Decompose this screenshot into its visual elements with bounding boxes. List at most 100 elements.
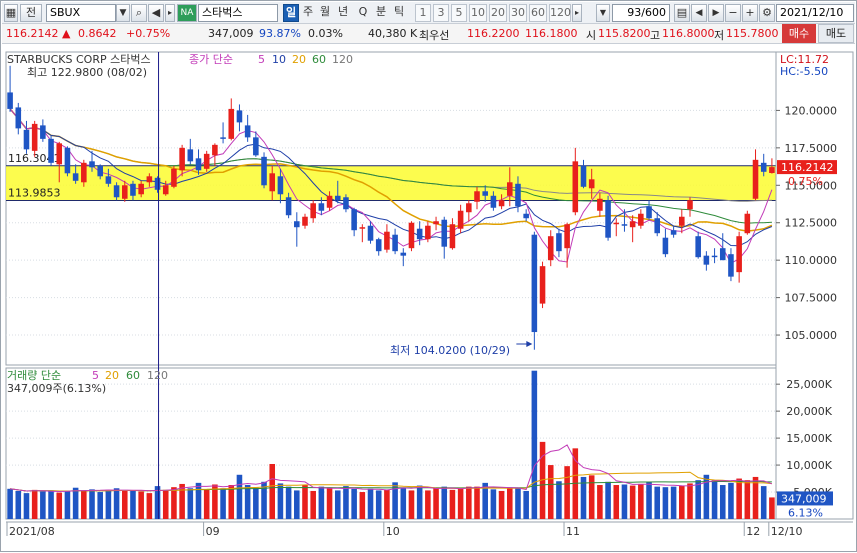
ma-legend-20: 20 bbox=[292, 53, 306, 66]
candle-body bbox=[547, 236, 554, 261]
volume-bar bbox=[113, 488, 120, 519]
chart-canvas[interactable]: 116.3041 113.9853 120.0000 117.5000 115.000… bbox=[2, 46, 855, 550]
candle-body bbox=[228, 108, 235, 139]
volume-bar bbox=[23, 493, 30, 519]
chart-area[interactable]: 116.3041 113.9853 120.0000 117.5000 115.000… bbox=[2, 46, 855, 550]
volume-bar bbox=[515, 488, 521, 519]
ma-legend-5: 5 bbox=[258, 53, 265, 66]
high-label: 고 bbox=[650, 29, 661, 42]
zoom-out-icon[interactable]: − bbox=[725, 4, 741, 22]
candle-body bbox=[769, 167, 775, 174]
candle-body bbox=[154, 177, 161, 190]
volume-bar bbox=[638, 483, 644, 519]
interval-30[interactable]: 30 bbox=[509, 4, 527, 22]
volume-tick-label: 10,000K bbox=[786, 459, 832, 472]
volume-bar bbox=[752, 476, 759, 519]
min-note: 최저 104.0200 (10/29) bbox=[390, 344, 510, 357]
price-tick-label: 120.0000 bbox=[785, 104, 838, 117]
x-axis-label: 10 bbox=[386, 525, 400, 538]
candle-body bbox=[679, 216, 685, 226]
volume-bar bbox=[154, 486, 161, 519]
period-tab-month[interactable]: 월 bbox=[319, 5, 331, 18]
stock-name-field[interactable]: 스타벅스 bbox=[198, 4, 278, 22]
interval-10[interactable]: 10 bbox=[469, 4, 487, 22]
period-tab-day[interactable]: 일 bbox=[283, 4, 299, 22]
candle-body bbox=[736, 236, 742, 273]
date-field[interactable]: 2021/12/10 bbox=[776, 4, 854, 22]
count-field[interactable]: 93/600 bbox=[612, 4, 670, 22]
candle-body bbox=[556, 233, 562, 252]
scroll-left-icon[interactable]: ◀ bbox=[691, 4, 707, 22]
ma-legend-120: 120 bbox=[332, 53, 353, 66]
interval-120[interactable]: 120 bbox=[549, 4, 571, 22]
period-tab-minute[interactable]: 분 bbox=[375, 5, 387, 18]
volume-bar bbox=[703, 474, 710, 519]
volume-bar bbox=[15, 490, 22, 519]
interval-60[interactable]: 60 bbox=[529, 4, 547, 22]
volume-bar bbox=[719, 485, 726, 519]
count-dropdown-icon[interactable]: ▼ bbox=[596, 4, 610, 22]
candle-body bbox=[646, 206, 652, 219]
volume-bar bbox=[416, 485, 423, 519]
candle-body bbox=[728, 254, 734, 277]
candle-body bbox=[687, 200, 693, 210]
speaker-menu-icon[interactable]: ▸ bbox=[165, 4, 175, 22]
ma-legend-10: 10 bbox=[272, 53, 286, 66]
layout-icon[interactable]: ▦ bbox=[4, 4, 18, 22]
volume-bar bbox=[72, 487, 79, 519]
high-value: 116.8000 bbox=[662, 27, 715, 40]
volume-bar bbox=[31, 489, 38, 519]
volume-bar bbox=[474, 486, 480, 519]
volume-bar bbox=[613, 485, 620, 519]
candle-body bbox=[81, 162, 87, 183]
sell-button[interactable]: 매도 bbox=[818, 24, 854, 43]
volume-title: 거래량 단순 bbox=[7, 369, 61, 382]
dropdown-chevron-icon[interactable]: ▼ bbox=[116, 4, 130, 22]
zoom-in-icon[interactable]: + bbox=[742, 4, 758, 22]
candle-body bbox=[326, 195, 333, 208]
candle-body bbox=[441, 219, 448, 247]
candle-body bbox=[400, 252, 407, 256]
candle-body bbox=[277, 176, 284, 195]
settings-gear-icon[interactable]: ⚙ bbox=[759, 4, 775, 22]
volume-bar bbox=[326, 488, 333, 519]
volume-last-percent: 6.13% bbox=[788, 506, 823, 519]
candle-body bbox=[474, 191, 480, 202]
volume-bar bbox=[171, 487, 177, 519]
candle-body bbox=[408, 222, 415, 249]
scroll-right-icon[interactable]: ▶ bbox=[708, 4, 724, 22]
speaker-icon[interactable]: ◀ bbox=[148, 4, 164, 22]
candle-body bbox=[760, 162, 767, 172]
volume-bar bbox=[121, 490, 128, 519]
candle-body bbox=[203, 153, 210, 169]
code-input[interactable]: SBUX bbox=[46, 4, 116, 22]
candle-body bbox=[506, 182, 513, 196]
period-tab-tick[interactable]: 틱 bbox=[393, 5, 405, 18]
volume-pane-border bbox=[5, 367, 777, 520]
interval-20[interactable]: 20 bbox=[489, 4, 507, 22]
volume-bar bbox=[711, 480, 718, 519]
change-percent: +0.75% bbox=[126, 27, 171, 40]
candle-body bbox=[285, 197, 292, 216]
candle-body bbox=[588, 179, 595, 189]
candle-body bbox=[613, 222, 620, 225]
grid-icon[interactable]: ▤ bbox=[674, 4, 690, 22]
candle-body bbox=[711, 255, 718, 258]
candle-body bbox=[416, 228, 423, 240]
view-mode-button[interactable]: 전 bbox=[20, 4, 42, 22]
open-label: 시 bbox=[586, 29, 597, 42]
interval-5[interactable]: 5 bbox=[451, 4, 467, 22]
x-axis-label: 2021/08 bbox=[9, 525, 55, 538]
candle-body bbox=[638, 213, 644, 226]
period-tab-quarter[interactable]: Q bbox=[358, 5, 368, 18]
interval-menu-icon[interactable]: ▸ bbox=[572, 4, 582, 22]
buy-button[interactable]: 매수 bbox=[782, 24, 816, 43]
change-value: 0.8642 bbox=[78, 27, 117, 40]
search-icon[interactable]: ⌕ bbox=[131, 4, 147, 22]
period-tab-year[interactable]: 년 bbox=[337, 5, 349, 18]
interval-1[interactable]: 1 bbox=[415, 4, 431, 22]
interval-3[interactable]: 3 bbox=[433, 4, 449, 22]
period-tab-week[interactable]: 주 bbox=[302, 5, 314, 18]
volume-bar bbox=[187, 488, 194, 519]
candle-body bbox=[498, 200, 505, 207]
